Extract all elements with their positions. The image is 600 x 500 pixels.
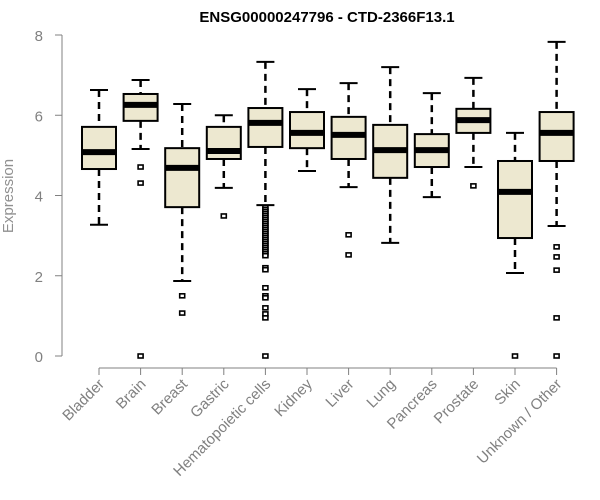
y-axis: 0 2 4 6 8: [35, 28, 63, 366]
iqr-box: [247, 107, 284, 148]
iqr-box: [81, 125, 117, 171]
x-tick-label: Skin: [491, 376, 524, 409]
x-tick-label: Kidney: [271, 375, 316, 420]
box-kidney: [289, 88, 325, 173]
box-skin: [497, 131, 533, 359]
y-tick-label: 8: [35, 28, 43, 45]
outlier-point: [178, 293, 186, 299]
outlier-point: [553, 254, 560, 260]
outlier-point: [137, 353, 144, 359]
outlier-point: [262, 295, 269, 301]
box-bladder: [81, 88, 117, 226]
outlier-point: [220, 213, 228, 219]
y-tick-label: 0: [35, 349, 43, 366]
box-pancreas: [413, 92, 450, 199]
outlier-point: [262, 315, 269, 321]
outlier-point: [262, 284, 269, 291]
outlier-point: [262, 266, 269, 273]
x-tick-label: Liver: [322, 376, 357, 411]
x-tick-label: Brain: [113, 376, 150, 413]
x-tick-label: Lung: [363, 376, 399, 412]
outlier-point: [262, 305, 269, 311]
iqr-box: [497, 159, 533, 240]
outlier-point: [511, 353, 519, 359]
y-axis-label: Expression: [0, 159, 17, 233]
iqr-box: [164, 147, 201, 209]
outlier-point: [137, 180, 144, 186]
outlier-point: [470, 183, 477, 189]
y-tick-label: 6: [35, 108, 43, 125]
outlier-point: [345, 232, 352, 238]
outlier-point: [262, 353, 269, 359]
box-unknown-other: [538, 40, 575, 359]
outlier-point: [137, 164, 144, 170]
iqr-box: [538, 111, 575, 162]
iqr-box: [330, 115, 367, 160]
box-liver: [330, 82, 367, 258]
outlier-point: [553, 353, 560, 359]
outlier-point: [178, 310, 186, 316]
box-gastric: [205, 114, 242, 219]
box-prostate: [455, 76, 492, 189]
outlier-point: [553, 315, 560, 321]
x-tick-label: Bladder: [59, 376, 108, 425]
outlier-point: [262, 252, 269, 259]
outlier-point: [553, 244, 560, 250]
x-tick-label: Breast: [148, 375, 191, 418]
outlier-point: [345, 252, 352, 258]
x-tick-label: Prostate: [431, 376, 483, 428]
iqr-box: [205, 125, 242, 160]
box-lung: [372, 66, 409, 244]
box-brain: [122, 78, 159, 359]
outlier-point: [553, 267, 560, 273]
y-tick-label: 2: [35, 269, 43, 286]
plot-area: [81, 40, 575, 359]
box-breast: [164, 103, 201, 316]
y-tick-label: 4: [35, 189, 43, 206]
box-hematopoietic-cells: [247, 60, 284, 359]
chart-title: ENSG00000247796 - CTD-2366F13.1: [199, 9, 454, 26]
